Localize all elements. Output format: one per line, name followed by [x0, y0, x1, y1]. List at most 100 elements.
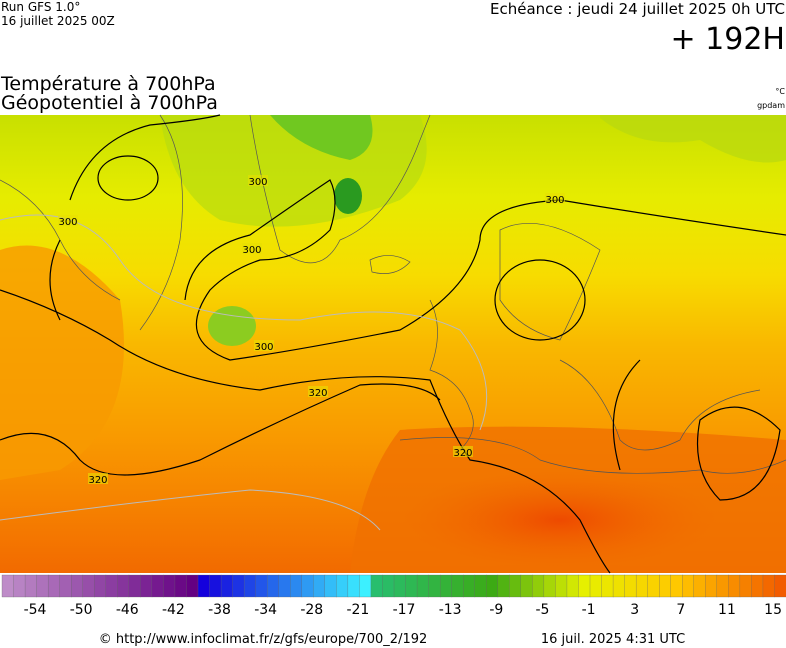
contour-label-bg: [453, 446, 473, 457]
colorbar-swatch: [647, 574, 660, 598]
cool-area: [600, 115, 786, 163]
colorbar-swatch: [405, 574, 418, 598]
colorbar-swatch: [543, 574, 556, 598]
colorbar-swatch: [151, 574, 164, 598]
contour-label-bg: [242, 243, 262, 254]
colorbar-swatch: [393, 574, 406, 598]
colorbar-swatch: [682, 574, 695, 598]
colorbar-swatch: [624, 574, 637, 598]
colorbar-swatch: [290, 574, 303, 598]
colorbar-swatch: [243, 574, 257, 598]
colorbar-swatch: [370, 574, 383, 598]
colorbar-swatch: [163, 574, 176, 598]
colorbar-swatch: [532, 574, 545, 598]
colorbar-swatch: [278, 574, 291, 598]
colorbar-swatch: [94, 574, 107, 598]
colorbar-tick-label: -54: [24, 602, 47, 618]
colorbar-swatch: [774, 574, 786, 598]
colorbar-swatch: [186, 574, 199, 598]
contour-label-bg: [58, 215, 78, 226]
source: © http://www.infoclimat.fr/z/gfs/europe/…: [99, 632, 428, 647]
colorbar-swatch: [728, 574, 741, 598]
colorbar-tick-label: -9: [489, 602, 503, 618]
contour-label: 320: [453, 448, 472, 459]
colorbar-swatch: [520, 574, 533, 598]
colorbar-swatch: [174, 574, 187, 598]
colorbar-tick-label: 7: [676, 602, 685, 618]
colorbar-swatch: [739, 574, 752, 598]
hot-core: [400, 470, 720, 570]
contour-label: 300: [248, 177, 267, 188]
colorbar-swatch: [578, 574, 591, 598]
colorbar-swatch: [635, 574, 649, 598]
colorbar-swatch: [497, 574, 510, 598]
colorbar-swatch: [486, 574, 499, 598]
colorbar-tick-label: -34: [254, 602, 277, 618]
colorbar-swatch: [474, 574, 487, 598]
contour-label-bg: [254, 340, 274, 351]
cold-area: [270, 115, 373, 160]
colorbar-swatch: [670, 574, 683, 598]
title-geo: Géopotentiel à 700hPa: [1, 92, 218, 114]
isotherms: [0, 214, 488, 531]
contours: [0, 114, 786, 574]
colorbar-swatch: [232, 574, 245, 598]
colorbar-swatch: [13, 574, 26, 598]
contour-label-bg: [308, 386, 328, 397]
colorbar-swatch: [1, 574, 14, 598]
contour-label: 300: [242, 245, 261, 256]
colorbar-tick-label: -13: [439, 602, 462, 618]
colorbar-swatch: [428, 574, 441, 598]
lead-time: + 192H: [671, 22, 786, 57]
colorbar-swatch: [209, 574, 222, 598]
colorbar-swatch: [659, 574, 672, 598]
colorbar-swatch: [693, 574, 706, 598]
contour-label: 300: [254, 342, 273, 353]
title-temp: Température à 700hPa: [0, 73, 216, 95]
colorbar-tick-label: -5: [535, 602, 549, 618]
colorbar-swatch: [128, 574, 141, 598]
colorbar-swatch: [463, 574, 476, 598]
colorbar-swatch: [59, 574, 72, 598]
contour-label-bg: [248, 175, 268, 186]
colorbar-tick-label: -42: [162, 602, 185, 618]
colorbar-swatch: [117, 574, 130, 598]
colorbar-swatch: [336, 574, 349, 598]
unit-geo: gpdam: [757, 101, 785, 110]
colorbar-swatch: [220, 574, 234, 598]
colorbar-tick-label: -17: [393, 602, 416, 618]
colorbar-swatch: [416, 574, 430, 598]
colorbar-tick-label: 3: [630, 602, 639, 618]
colorbar-swatch: [509, 574, 522, 598]
contour-label: 320: [88, 475, 107, 486]
colorbar-swatch: [197, 574, 210, 598]
colorbar-swatch: [324, 574, 337, 598]
contour-label-bg: [545, 193, 565, 204]
colorbar-swatch: [566, 574, 579, 598]
colorbar-swatch: [105, 574, 118, 598]
colorbar-swatch: [751, 574, 764, 598]
colorbar-swatch: [359, 574, 372, 598]
warm-area: [0, 245, 124, 480]
colorbar-swatch: [612, 574, 626, 598]
unit-temp: °C: [775, 87, 785, 96]
contour-label: 300: [58, 217, 77, 228]
colorbar-tick-label: -21: [346, 602, 369, 618]
colorbar-swatch: [589, 574, 602, 598]
contour-label: 320: [308, 388, 327, 399]
model: Run GFS 1.0°: [1, 0, 80, 14]
colorbar-swatch: [47, 574, 61, 598]
colorbar-tick-label: -50: [70, 602, 93, 618]
colorbar-swatch: [71, 574, 84, 598]
colorbar-swatch: [555, 574, 568, 598]
run: 16 juillet 2025 00Z: [1, 14, 115, 28]
colorbar-swatch: [313, 574, 326, 598]
colorbar-swatch: [439, 574, 453, 598]
colorbar-swatch: [762, 574, 775, 598]
valid-time: Echéance : jeudi 24 juillet 2025 0h UTC: [490, 0, 785, 18]
colorbar-swatch: [382, 574, 395, 598]
colorbar-swatch: [301, 574, 314, 598]
colorbar-swatch: [140, 574, 153, 598]
colorbar-swatch: [267, 574, 280, 598]
